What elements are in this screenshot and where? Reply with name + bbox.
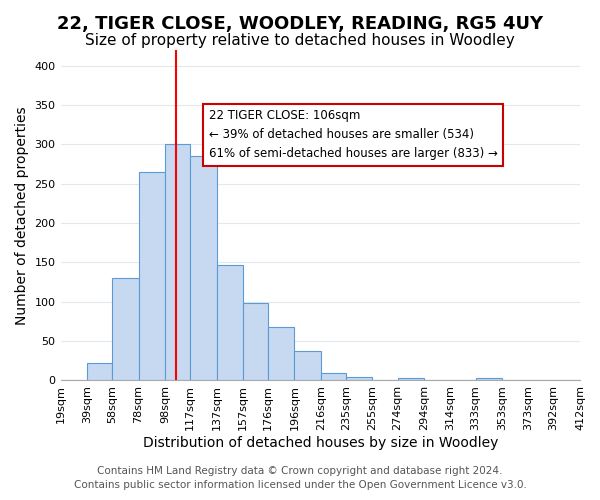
Bar [139, 172, 165, 380]
Bar [165, 144, 190, 380]
Bar [243, 304, 268, 380]
Bar [476, 378, 502, 380]
Bar [112, 278, 139, 380]
Bar [217, 265, 243, 380]
Bar [268, 327, 295, 380]
Bar [190, 156, 217, 380]
X-axis label: Distribution of detached houses by size in Woodley: Distribution of detached houses by size … [143, 436, 498, 450]
Text: Contains HM Land Registry data © Crown copyright and database right 2024.
Contai: Contains HM Land Registry data © Crown c… [74, 466, 526, 490]
Y-axis label: Number of detached properties: Number of detached properties [15, 106, 29, 324]
Bar [87, 363, 112, 380]
Bar [295, 350, 321, 380]
Bar [346, 376, 373, 380]
Bar [321, 372, 346, 380]
Bar [398, 378, 424, 380]
Text: 22, TIGER CLOSE, WOODLEY, READING, RG5 4UY: 22, TIGER CLOSE, WOODLEY, READING, RG5 4… [57, 15, 543, 33]
Text: 22 TIGER CLOSE: 106sqm
← 39% of detached houses are smaller (534)
61% of semi-de: 22 TIGER CLOSE: 106sqm ← 39% of detached… [209, 110, 497, 160]
Text: Size of property relative to detached houses in Woodley: Size of property relative to detached ho… [85, 32, 515, 48]
